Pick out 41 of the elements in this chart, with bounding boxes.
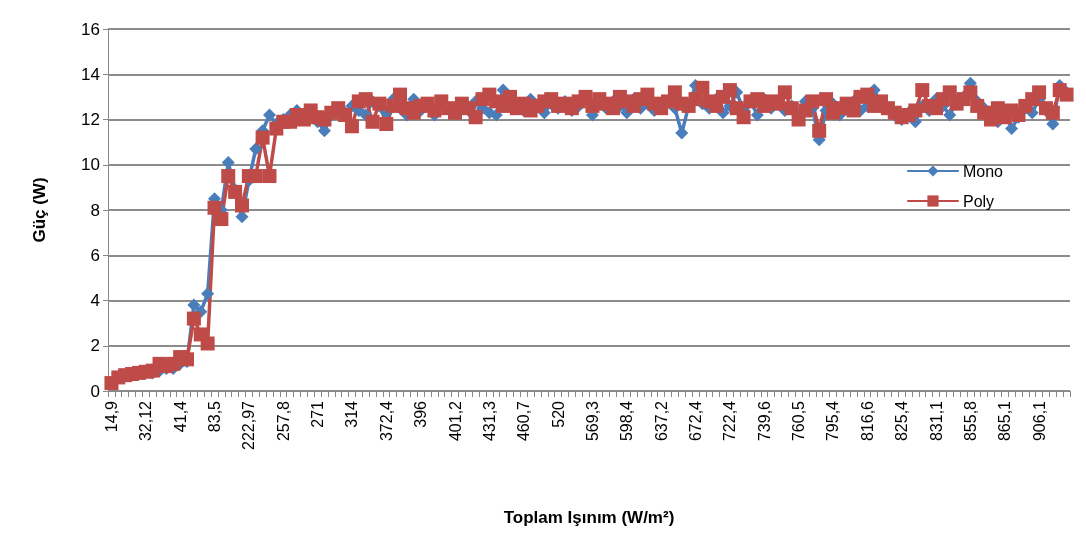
x-tick-label: 831,1 (927, 400, 945, 442)
x-tick-label: 865,1 (996, 400, 1014, 442)
x-tick-label: 32,12 (137, 400, 155, 442)
x-tick-label: 598,4 (618, 400, 636, 442)
x-tick-label: 372,4 (377, 400, 395, 442)
y-tick-label: 14 (81, 64, 100, 84)
x-axis-title: Toplam Işınım (W/m²) (503, 508, 675, 527)
x-tick-label: 739,6 (755, 400, 773, 442)
x-tick-label: 795,4 (824, 400, 842, 442)
x-tick-label: 401,2 (446, 400, 464, 442)
x-tick-label: 637,2 (652, 400, 670, 442)
x-tick-label: 271 (309, 400, 327, 428)
y-tick-label: 4 (90, 291, 100, 310)
legend-label: Mono (962, 162, 1004, 180)
x-tick-label: 396 (412, 400, 430, 428)
y-tick-label: 10 (81, 155, 100, 175)
x-tick-label: 14,9 (102, 400, 120, 433)
y-tick-label: 2 (90, 336, 100, 356)
y-tick-label: 12 (81, 110, 100, 129)
y-tick-label: 6 (90, 245, 100, 265)
y-tick-label: 16 (81, 19, 100, 39)
x-tick-label: 760,5 (790, 400, 808, 442)
x-tick-label: 222,97 (240, 400, 258, 450)
x-tick-label: 41,4 (171, 400, 189, 433)
x-tick-label: 83,5 (206, 400, 224, 433)
x-tick-label: 314 (343, 400, 361, 428)
x-tick-label: 672,4 (687, 400, 705, 442)
x-tick-label: 855,8 (961, 400, 979, 442)
x-tick-label: 460,7 (515, 400, 533, 442)
x-tick-label: 569,3 (583, 400, 601, 442)
x-tick-label: 722,4 (721, 400, 739, 442)
x-tick-label: 906,1 (1030, 400, 1048, 442)
x-tick-label: 816,6 (858, 400, 876, 442)
x-tick-label: 825,4 (893, 400, 911, 442)
legend-label: Poly (962, 192, 995, 210)
y-tick-label: 8 (90, 200, 100, 220)
x-tick-label: 431,3 (480, 400, 498, 442)
y-tick-label: 0 (90, 381, 100, 401)
x-tick-label: 257,8 (274, 400, 292, 442)
x-tick-label: 520 (549, 400, 567, 428)
y-axis-title: Güç (W) (30, 177, 49, 243)
